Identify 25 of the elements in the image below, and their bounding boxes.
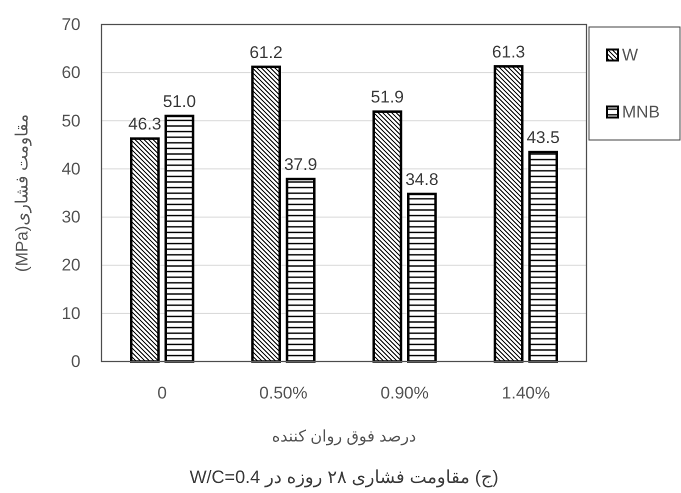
data-label: 43.5 [526,128,560,148]
legend-label: MNB [622,102,660,122]
xtick: 0.50% [259,384,308,402]
xtick: 1.40% [502,384,550,402]
xlabel: درصد فوق روان کننده [272,428,416,446]
ytick: 70 [62,15,80,34]
ytick: 40 [62,159,80,178]
data-label: 61.3 [492,42,526,62]
data-label: 37.9 [284,155,318,174]
caption: (ج) مقاومت فشاری ۲۸ روزه در W/C=0.4 [190,467,498,487]
data-label: 34.8 [405,170,438,189]
data-label: 46.3 [128,114,162,134]
ytick: 30 [62,208,80,227]
data-label: 51.9 [370,88,404,107]
ytick: 50 [62,111,80,130]
ytick: 60 [62,63,80,82]
xtick: 0 [157,384,167,402]
ytick: 0 [71,352,80,371]
ylabel: مقاومت فشاری(MPa) [12,114,32,272]
ytick: 10 [62,304,80,323]
ytick: 20 [62,256,80,275]
xtick: 0.90% [380,384,429,402]
data-label: 61.2 [250,42,283,62]
legend-label: W [622,46,638,64]
data-label: 51.0 [162,92,196,111]
